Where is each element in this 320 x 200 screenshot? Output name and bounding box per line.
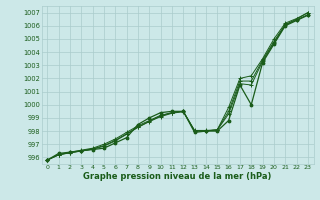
X-axis label: Graphe pression niveau de la mer (hPa): Graphe pression niveau de la mer (hPa) (84, 172, 272, 181)
